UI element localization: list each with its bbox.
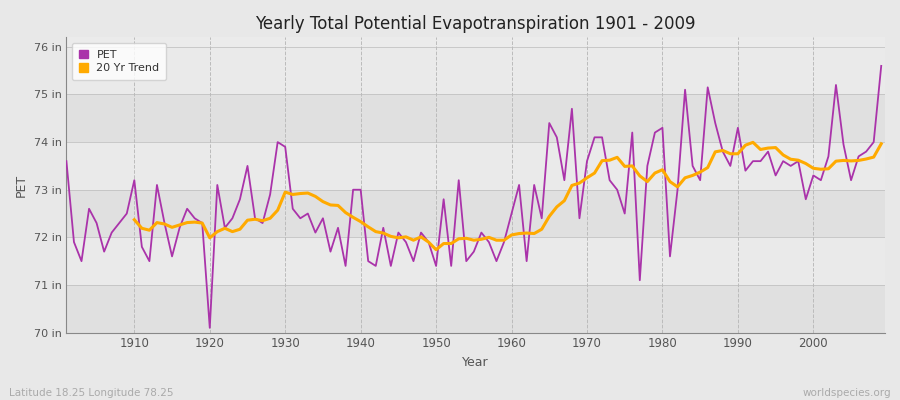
- PET: [876, 64, 886, 68]
- 20 Yr Trend: [431, 247, 442, 252]
- 20 Yr Trend: [748, 140, 759, 145]
- Bar: [67, 190, 885, 237]
- Bar: [67, 142, 885, 190]
- Line: PET: PET: [67, 66, 881, 328]
- 20 Yr Trend: [302, 191, 313, 196]
- Title: Yearly Total Potential Evapotranspiration 1901 - 2009: Yearly Total Potential Evapotranspiratio…: [256, 15, 696, 33]
- 20 Yr Trend: [521, 231, 532, 236]
- Y-axis label: PET: PET: [15, 173, 28, 196]
- PET: [204, 326, 215, 330]
- PET: [295, 216, 306, 221]
- X-axis label: Year: Year: [463, 356, 489, 369]
- Bar: [67, 94, 885, 142]
- Bar: [67, 237, 885, 285]
- 20 Yr Trend: [129, 217, 140, 222]
- Bar: [67, 47, 885, 94]
- 20 Yr Trend: [831, 159, 842, 164]
- PET: [122, 211, 132, 216]
- 20 Yr Trend: [853, 158, 864, 163]
- PET: [340, 264, 351, 268]
- 20 Yr Trend: [876, 141, 886, 146]
- PET: [514, 182, 525, 187]
- PET: [604, 178, 615, 182]
- Bar: [67, 285, 885, 332]
- Line: 20 Yr Trend: 20 Yr Trend: [134, 142, 881, 250]
- Text: Latitude 18.25 Longitude 78.25: Latitude 18.25 Longitude 78.25: [9, 388, 174, 398]
- PET: [506, 211, 517, 216]
- PET: [61, 159, 72, 164]
- 20 Yr Trend: [273, 208, 284, 212]
- 20 Yr Trend: [581, 176, 592, 180]
- Text: worldspecies.org: worldspecies.org: [803, 388, 891, 398]
- Legend: PET, 20 Yr Trend: PET, 20 Yr Trend: [72, 43, 166, 80]
